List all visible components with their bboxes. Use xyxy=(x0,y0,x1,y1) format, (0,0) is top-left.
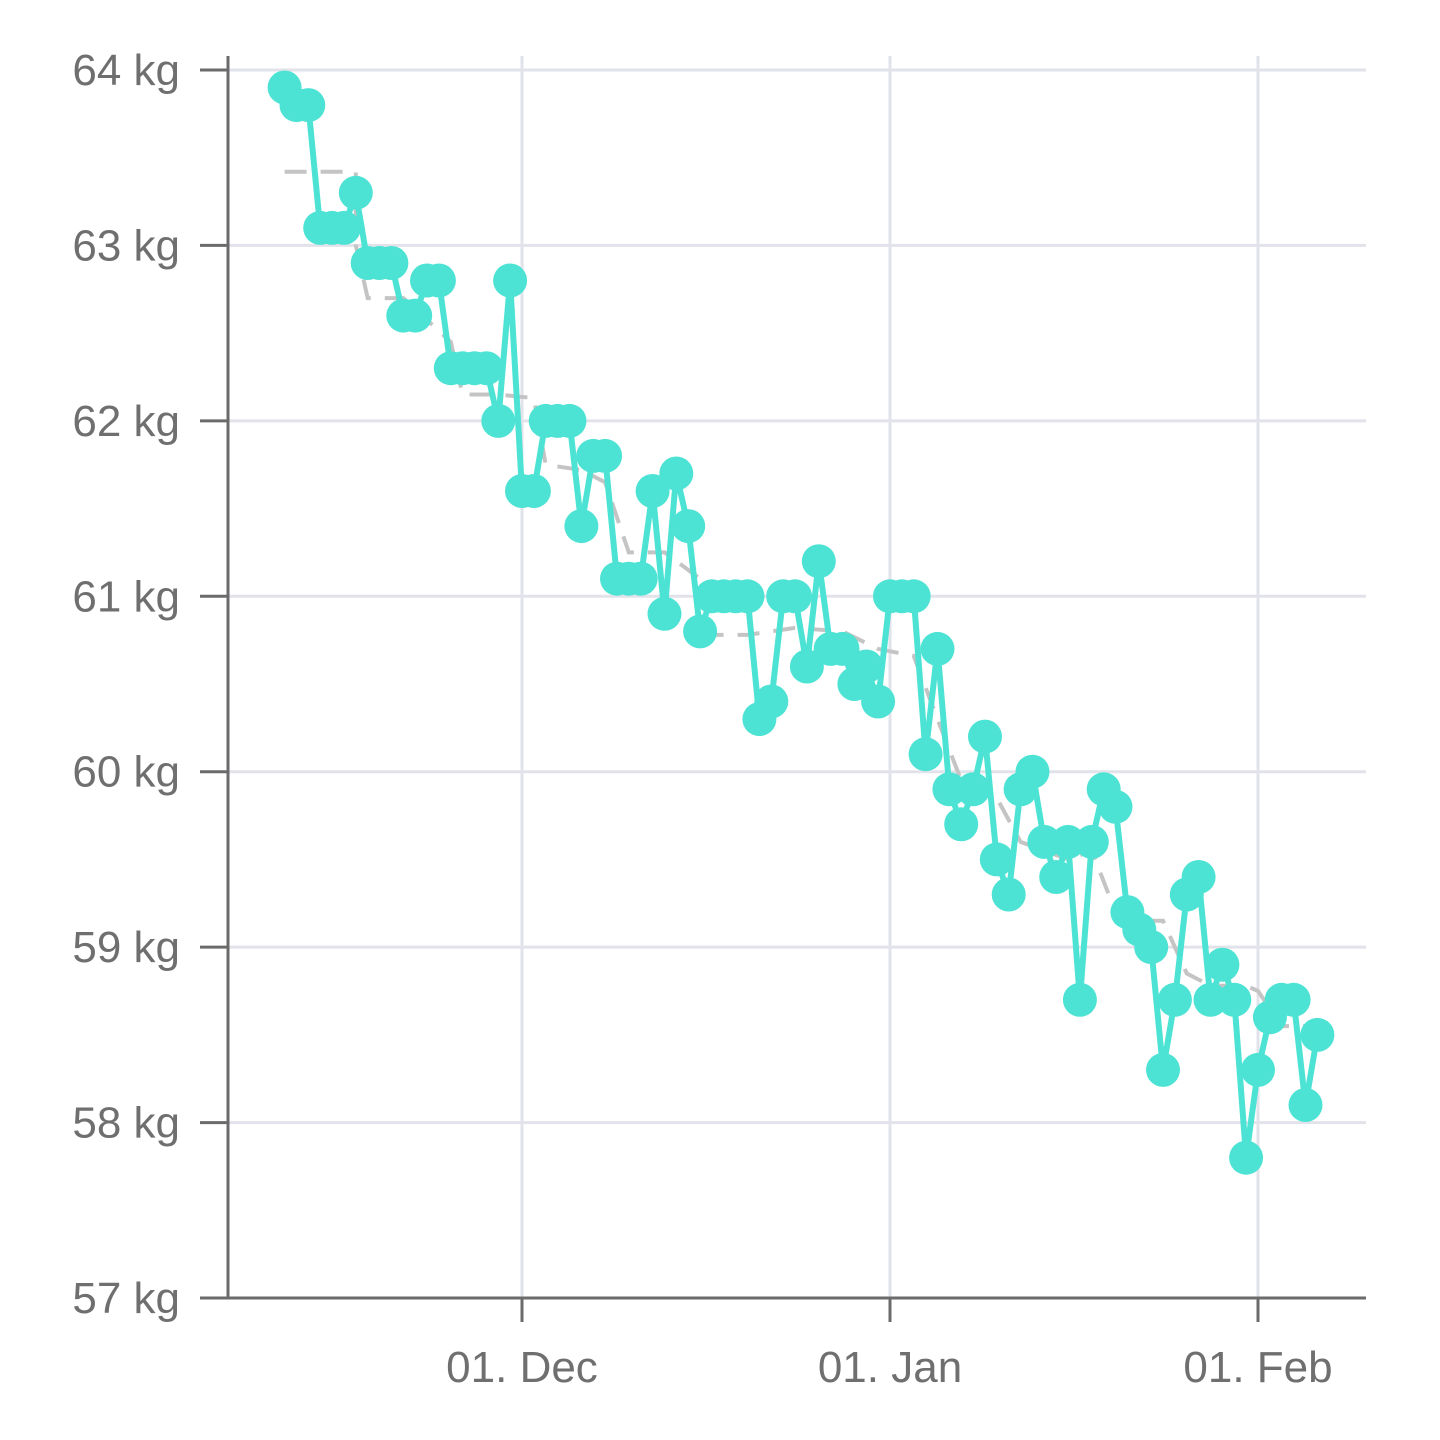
weight-point xyxy=(825,631,860,666)
weight-point xyxy=(421,263,456,298)
weight-point xyxy=(1027,824,1062,859)
weight-point xyxy=(1098,789,1133,824)
weight-point xyxy=(635,474,670,508)
weight-point xyxy=(671,509,706,544)
y-tick-label: 63 kg xyxy=(72,221,180,270)
weight-point xyxy=(1062,982,1097,1017)
weight-point xyxy=(564,509,599,544)
weight-point xyxy=(801,544,836,579)
trend-line xyxy=(284,169,1318,1029)
weight-point xyxy=(849,649,884,684)
weight-point xyxy=(754,684,789,719)
weight-point xyxy=(944,807,979,842)
weight-point xyxy=(374,246,409,280)
weight-point xyxy=(291,88,326,123)
weight-point xyxy=(908,737,943,772)
x-tick-label: 01. Jan xyxy=(818,1343,962,1392)
y-tick-label: 60 kg xyxy=(72,748,180,797)
weight-point xyxy=(1205,947,1240,982)
x-tick-label: 01. Feb xyxy=(1183,1343,1332,1392)
weight-point xyxy=(896,579,931,614)
weight-point xyxy=(1276,982,1311,1017)
weight-point xyxy=(552,403,587,438)
weight-point xyxy=(647,596,682,631)
weight-point xyxy=(861,684,896,719)
trend-series xyxy=(284,169,1318,1029)
weight-point xyxy=(968,719,1002,754)
tick-labels: 64 kg 63 kg 62 kg 61 kg 60 kg 59 kg 58 kg 57 kg… xyxy=(72,46,1332,1392)
weight-point xyxy=(1039,860,1074,894)
weight-point xyxy=(1051,824,1086,859)
weight-point xyxy=(683,614,718,649)
weight-series xyxy=(267,70,1335,1175)
weight-point xyxy=(1241,1052,1275,1087)
weight-point xyxy=(623,561,658,596)
weight-point xyxy=(516,474,551,508)
weight-point xyxy=(1229,1140,1264,1175)
weight-point xyxy=(481,403,516,438)
weight-point xyxy=(588,438,623,473)
weight-point xyxy=(778,579,812,614)
weight-point xyxy=(326,210,361,245)
weight-point xyxy=(1157,982,1192,1017)
weight-point xyxy=(659,456,694,491)
weight-point xyxy=(1015,754,1050,789)
weight-point xyxy=(920,631,955,666)
weight-point xyxy=(1181,860,1216,894)
weight-point xyxy=(979,842,1014,877)
weight-point xyxy=(1134,930,1169,965)
axes xyxy=(200,56,1366,1322)
weight-point xyxy=(932,772,967,807)
y-tick-label: 59 kg xyxy=(72,923,180,972)
weight-point xyxy=(789,649,824,684)
y-tick-label: 64 kg xyxy=(72,46,180,95)
y-tick-label: 62 kg xyxy=(72,397,180,446)
weight-point xyxy=(730,579,765,614)
weight-point xyxy=(493,263,528,298)
x-tick-label: 01. Dec xyxy=(446,1343,598,1392)
y-tick-label: 61 kg xyxy=(72,572,180,621)
y-tick-label: 58 kg xyxy=(72,1099,180,1148)
weight-point xyxy=(956,772,991,807)
weight-point xyxy=(1146,1052,1180,1087)
weight-point xyxy=(469,351,504,386)
weight-point xyxy=(1288,1088,1323,1122)
weight-point xyxy=(398,298,433,333)
weight-point xyxy=(338,175,373,210)
weight-point xyxy=(1074,824,1109,859)
y-tick-label: 57 kg xyxy=(72,1274,180,1323)
weight-point xyxy=(1193,982,1228,1017)
weight-point xyxy=(1300,1017,1335,1052)
weight-point xyxy=(991,877,1026,912)
weight-point xyxy=(1217,982,1252,1017)
